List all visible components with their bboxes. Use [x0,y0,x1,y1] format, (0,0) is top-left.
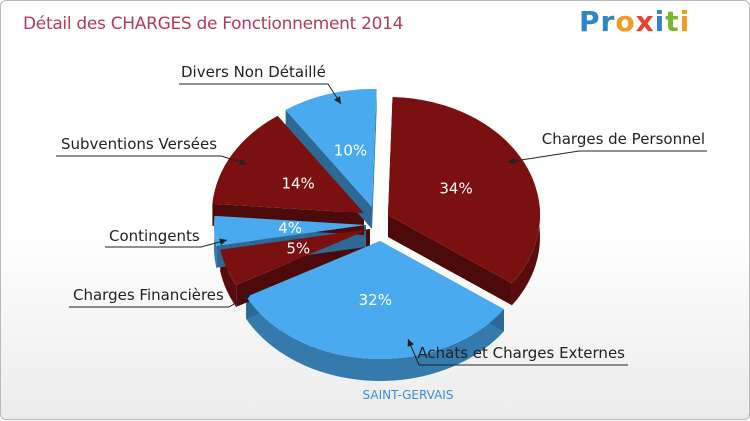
slice-category-label: Achats et Charges Externes [417,344,625,362]
pie-slice [212,115,364,213]
slice-category-label: Charges de Personnel [542,130,705,148]
logo-letter: x [635,5,655,38]
slice-category-label: Charges Financières [73,286,224,304]
leader-arrowhead [243,294,251,301]
pie-slice-edge [372,89,377,229]
slice-category-label: Divers Non Détaillé [181,63,326,81]
slice-percent-label: 4% [278,219,302,237]
pie-slice-side [511,198,540,306]
slice-percent-label: 5% [286,239,310,257]
logo-letter: i [679,5,691,38]
leader-arrowhead [407,339,415,347]
slice-category-label: Contingents [109,227,200,245]
slice-percent-label: 32% [359,291,392,309]
leader-line [56,155,248,165]
pie-slice [388,97,541,284]
leader-arrowhead [334,96,341,104]
pie-slice [214,215,366,246]
leader-arrowhead [239,158,247,166]
leader-arrowhead [219,238,227,246]
pie-slice [220,229,370,285]
pie-slice [285,89,377,207]
logo-letter: o [615,5,636,38]
proxiti-logo: Proxiti [579,5,690,38]
leader-line [179,83,342,105]
leader-line [407,338,628,366]
slice-percent-label: 34% [439,180,472,198]
leader-line [507,150,707,163]
logo-letter: i [654,5,666,38]
pie-slice-edge [388,215,512,306]
pie-slice-side [214,215,217,268]
slice-category-label: Subventions Versées [61,135,217,153]
pie-slice [246,241,504,359]
logo-letter: r [600,5,616,38]
pie-slice-side [246,296,504,381]
slice-percent-label: 10% [334,141,367,159]
chart-subtitle: SAINT-GERVAIS [363,388,454,402]
leader-line [105,239,228,248]
logo-letter: P [579,5,601,38]
chart-title: Détail des CHARGES de Fonctionnement 201… [23,14,404,34]
logo-letter: t [665,5,680,38]
slice-percent-label: 14% [281,175,314,193]
leader-arrowhead [508,157,516,165]
leader-line [69,293,252,308]
